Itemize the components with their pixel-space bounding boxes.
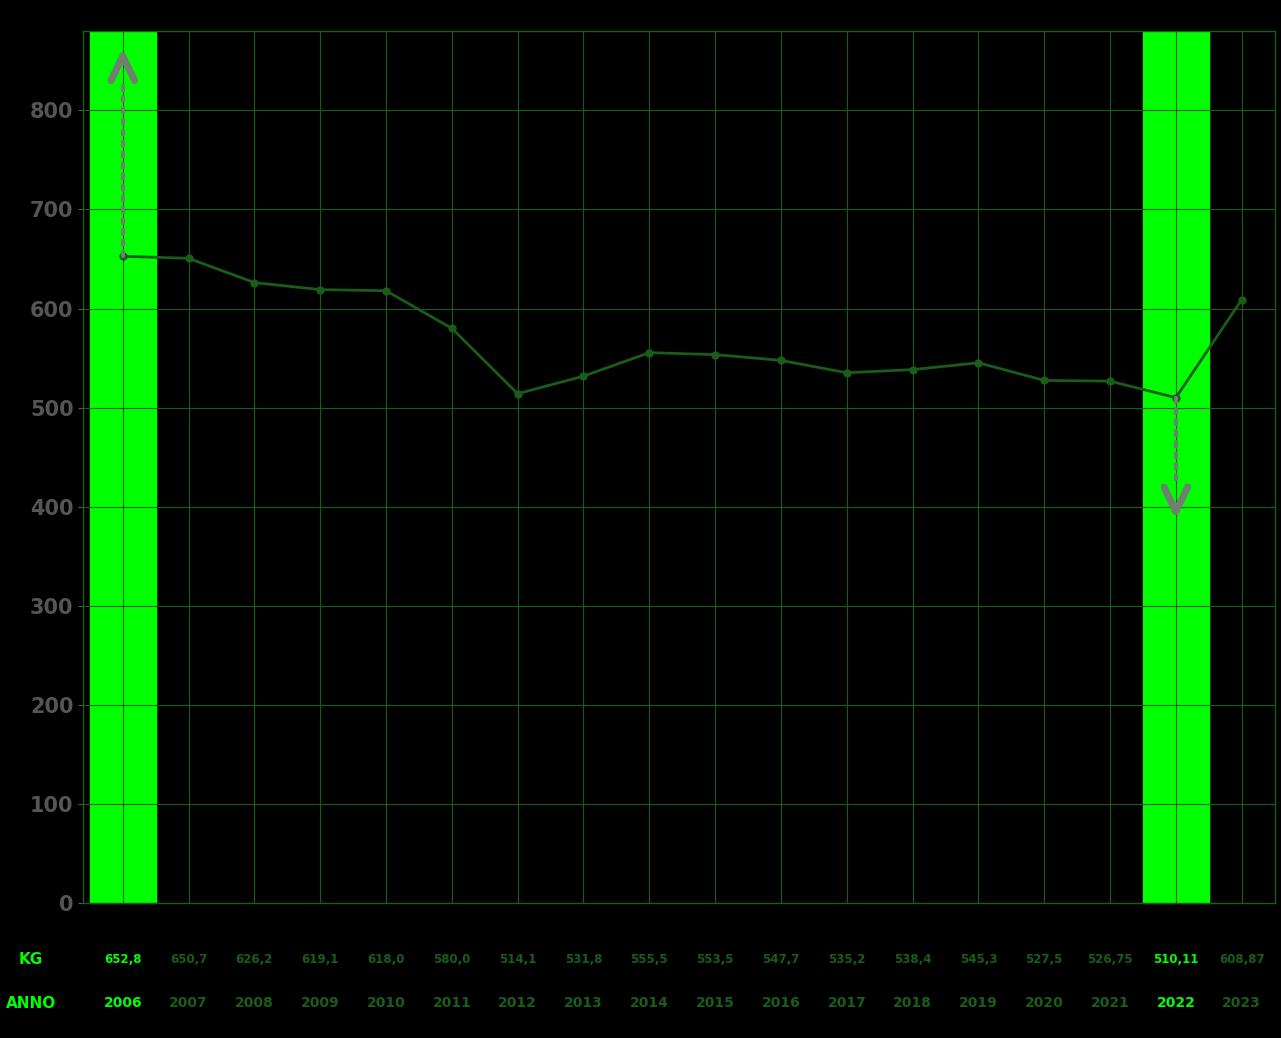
Text: 510,11: 510,11 <box>1153 953 1199 966</box>
Text: 2011: 2011 <box>433 996 471 1010</box>
Text: 538,4: 538,4 <box>894 953 931 966</box>
Text: 545,3: 545,3 <box>959 953 997 966</box>
Text: 626,2: 626,2 <box>236 953 273 966</box>
Text: 535,2: 535,2 <box>828 953 866 966</box>
Text: 2010: 2010 <box>366 996 405 1010</box>
Text: 555,5: 555,5 <box>630 953 669 966</box>
Text: 2013: 2013 <box>564 996 603 1010</box>
Text: 2021: 2021 <box>1090 996 1130 1010</box>
Text: 618,0: 618,0 <box>368 953 405 966</box>
Text: 2014: 2014 <box>630 996 669 1010</box>
Text: 2020: 2020 <box>1025 996 1063 1010</box>
Text: 2012: 2012 <box>498 996 537 1010</box>
Text: 547,7: 547,7 <box>762 953 799 966</box>
Text: 2023: 2023 <box>1222 996 1261 1010</box>
Bar <box>90 31 156 903</box>
Text: 527,5: 527,5 <box>1026 953 1063 966</box>
Text: 531,8: 531,8 <box>565 953 602 966</box>
Text: 526,75: 526,75 <box>1088 953 1132 966</box>
Text: 619,1: 619,1 <box>301 953 339 966</box>
Text: 2009: 2009 <box>301 996 339 1010</box>
Text: 514,1: 514,1 <box>500 953 537 966</box>
Bar <box>1143 31 1209 903</box>
Text: 553,5: 553,5 <box>697 953 734 966</box>
Text: 650,7: 650,7 <box>170 953 208 966</box>
Text: 2017: 2017 <box>828 996 866 1010</box>
Text: KG: KG <box>19 952 44 967</box>
Text: 2018: 2018 <box>893 996 933 1010</box>
Text: 652,8: 652,8 <box>104 953 141 966</box>
Text: 2007: 2007 <box>169 996 208 1010</box>
Text: 580,0: 580,0 <box>433 953 470 966</box>
Text: 2022: 2022 <box>1157 996 1195 1010</box>
Text: 2019: 2019 <box>959 996 998 1010</box>
Text: 2016: 2016 <box>762 996 801 1010</box>
Text: 2006: 2006 <box>104 996 142 1010</box>
Text: ANNO: ANNO <box>5 995 56 1011</box>
Text: 608,87: 608,87 <box>1220 953 1264 966</box>
Text: 2015: 2015 <box>696 996 734 1010</box>
Text: 2008: 2008 <box>234 996 274 1010</box>
